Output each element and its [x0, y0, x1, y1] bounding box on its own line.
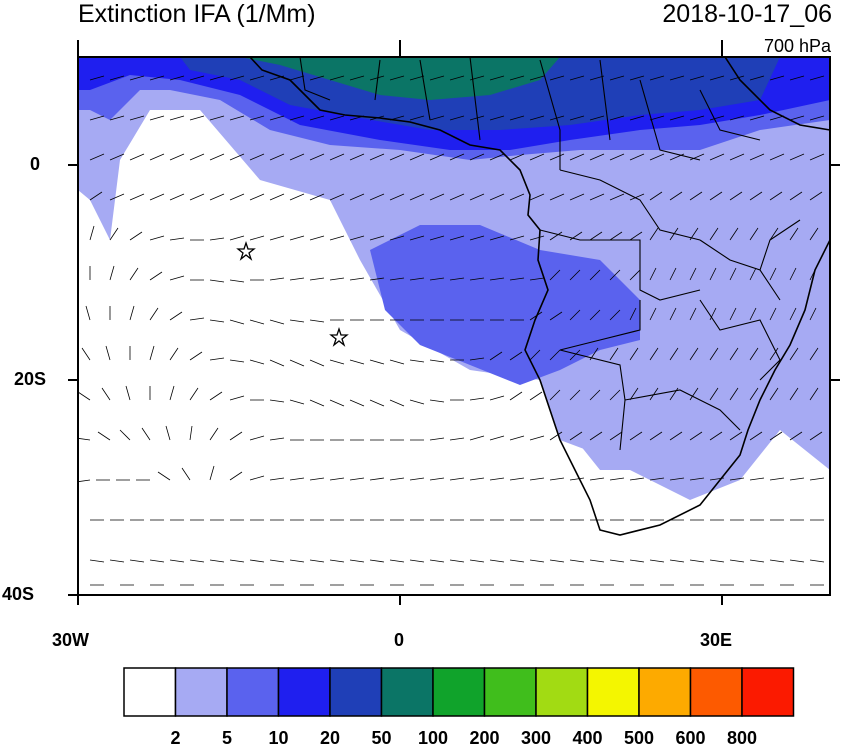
star-marker — [329, 326, 349, 347]
colorbar-swatch — [174, 667, 228, 717]
colorbar-swatch — [432, 667, 486, 717]
colorbar-label: 5 — [221, 728, 233, 748]
colorbar-label: 600 — [675, 728, 706, 748]
colorbar-label: 400 — [572, 728, 603, 748]
y-tick-label: 0 — [30, 154, 41, 174]
colorbar-swatch — [329, 667, 383, 717]
x-tick-label: 30W — [52, 630, 90, 650]
pressure-level: 700 hPa — [763, 36, 831, 56]
colorbar-label: 500 — [623, 728, 655, 748]
x-tick-label: 0 — [394, 630, 405, 650]
axis-ticks — [68, 40, 840, 605]
colorbar-swatch — [689, 667, 743, 717]
colorbar-label: 800 — [726, 728, 758, 748]
colorbar-label: 10 — [268, 728, 289, 748]
map-title: Extinction IFA (1/Mm) — [78, 0, 316, 28]
country-borders — [299, 57, 801, 451]
site-markers — [236, 240, 349, 347]
colorbar-label: 200 — [469, 728, 500, 748]
colorbar-label: 2 — [170, 728, 181, 748]
colorbar-label: 50 — [371, 728, 392, 748]
colorbar-label: 20 — [319, 728, 341, 748]
valid-time: 2018-10-17_06 — [662, 0, 832, 28]
colorbar-swatch — [123, 667, 177, 717]
colorbar-swatch — [741, 667, 795, 717]
colorbar-label: 300 — [520, 728, 552, 748]
colorbar — [123, 667, 795, 717]
colorbar-swatch — [638, 667, 692, 717]
colorbar-label: 100 — [417, 728, 449, 748]
colorbar-swatch — [226, 667, 280, 717]
x-tick-label: 30E — [700, 630, 733, 650]
plot-frame — [77, 56, 831, 596]
colorbar-swatch — [483, 667, 537, 717]
y-tick-label: 20S — [14, 369, 47, 389]
coastline — [249, 57, 830, 536]
star-marker — [236, 240, 256, 261]
colorbar-swatch — [277, 667, 331, 717]
colorbar-swatch — [535, 667, 589, 717]
colorbar-swatch — [586, 667, 640, 717]
colorbar-swatch — [380, 667, 434, 717]
wind-barbs — [78, 75, 825, 586]
y-tick-label: 40S — [2, 584, 35, 604]
